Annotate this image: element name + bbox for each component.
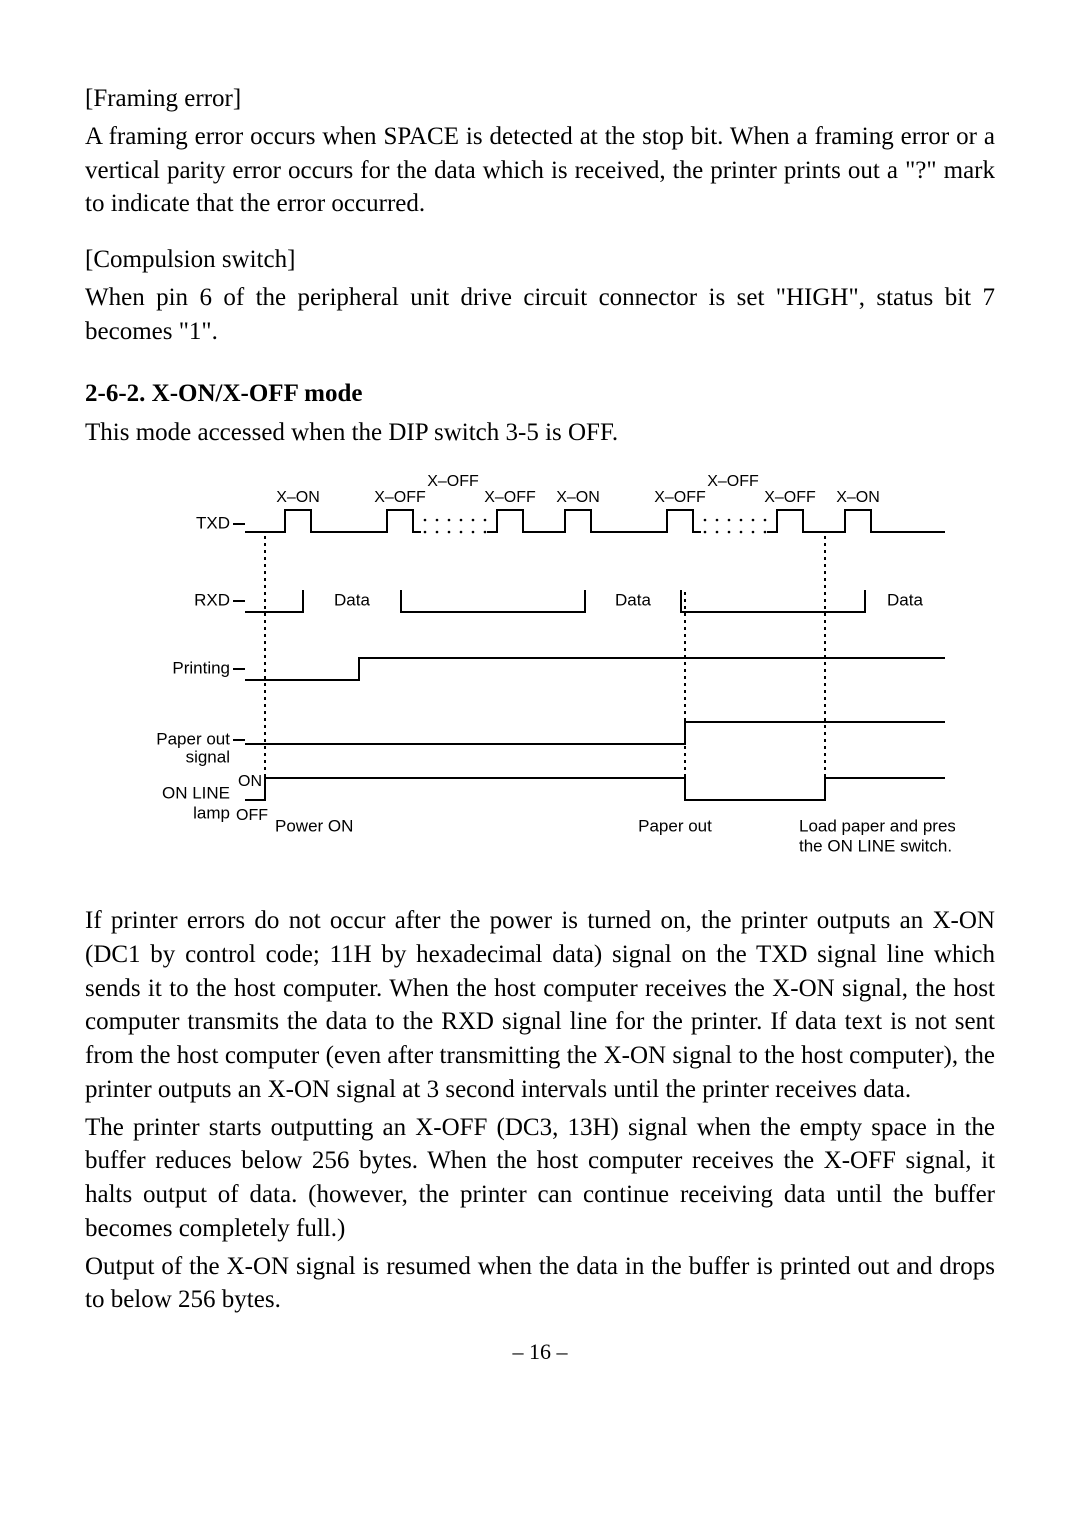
xonoff-para-2: The printer starts outputting an X-OFF (… [85,1111,995,1246]
svg-text:X–OFF: X–OFF [654,489,706,506]
svg-text:X–OFF: X–OFF [707,473,759,490]
svg-text:Paper out: Paper out [638,816,712,835]
svg-text:RXD: RXD [194,590,230,609]
svg-text:Power ON: Power ON [275,816,353,835]
svg-text:X–OFF: X–OFF [427,473,479,490]
svg-text:Load paper and press: Load paper and press [799,816,955,835]
framing-error-body: A framing error occurs when SPACE is det… [85,120,995,221]
page-number: – 16 – [85,1339,995,1365]
svg-text:Data: Data [887,590,923,609]
svg-text:X–OFF: X–OFF [764,489,816,506]
svg-text:Data: Data [334,590,370,609]
svg-text:the ON LINE switch.: the ON LINE switch. [799,836,952,855]
xonoff-para-1: If printer errors do not occur after the… [85,904,995,1107]
svg-text:X–OFF: X–OFF [374,489,426,506]
svg-text:X–ON: X–ON [276,489,320,506]
svg-text:X–ON: X–ON [836,489,880,506]
svg-text:X–OFF: X–OFF [484,489,536,506]
svg-text:OFF: OFF [236,807,268,824]
svg-text:X–ON: X–ON [556,489,600,506]
compulsion-switch-heading: [Compulsion switch] [85,243,995,277]
xonoff-intro: This mode accessed when the DIP switch 3… [85,416,995,450]
svg-text:TXD: TXD [196,513,230,532]
svg-text:Paper out: Paper out [156,729,230,748]
framing-error-heading: [Framing error] [85,82,995,116]
svg-text:Data: Data [615,590,651,609]
xonoff-section-title: 2-6-2. X-ON/X-OFF mode [85,380,995,408]
compulsion-switch-body: When pin 6 of the peripheral unit drive … [85,281,995,349]
svg-text:lamp: lamp [193,803,230,822]
svg-text:signal: signal [186,747,230,766]
timing-diagram: TXDRXDPrintingPaper outsignalON LINElamp… [85,462,995,882]
svg-text:ON LINE: ON LINE [162,783,230,802]
svg-text:ON: ON [238,773,262,790]
svg-text:Printing: Printing [172,658,230,677]
xonoff-para-3: Output of the X-ON signal is resumed whe… [85,1250,995,1318]
